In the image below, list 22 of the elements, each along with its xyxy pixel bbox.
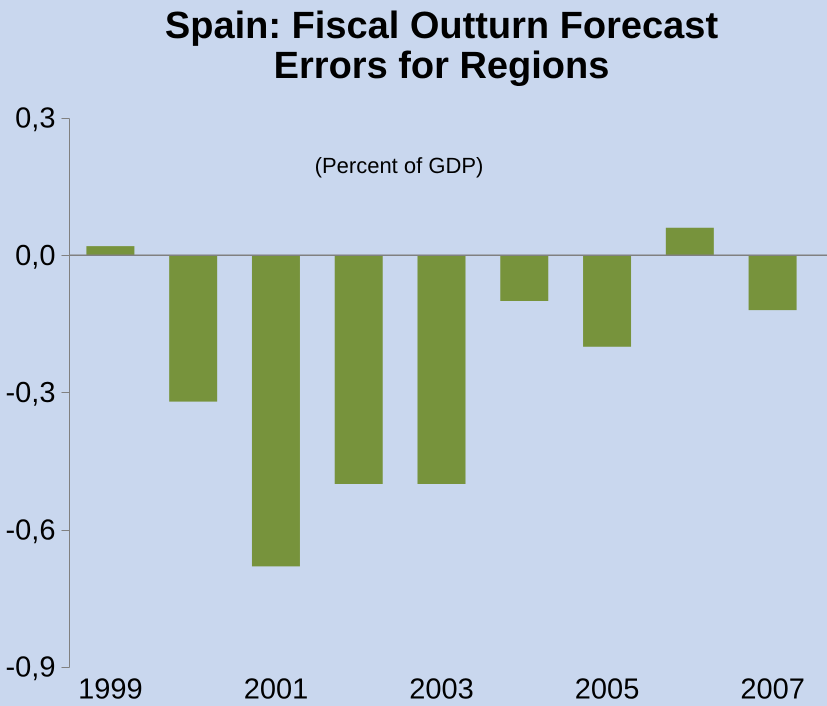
bar bbox=[748, 255, 797, 310]
x-tick-label: 2007 bbox=[740, 674, 805, 706]
text: Errors for Regions bbox=[274, 45, 610, 87]
x-tick-label: 2005 bbox=[574, 674, 640, 706]
bar bbox=[583, 255, 632, 347]
x-tick-label: 2001 bbox=[244, 674, 308, 706]
y-tick-label: 0,3 bbox=[15, 102, 56, 134]
x-tick-label: 2003 bbox=[409, 674, 474, 706]
bar bbox=[334, 255, 383, 484]
y-tick-label: -0,3 bbox=[6, 377, 56, 409]
bar bbox=[500, 255, 548, 301]
bar bbox=[169, 255, 218, 402]
y-tick-label: -0,6 bbox=[6, 514, 56, 546]
y-tick-label: -0,9 bbox=[6, 652, 56, 684]
x-tick-label: 1999 bbox=[78, 674, 143, 706]
text: Spain: Fiscal Outturn Forecast bbox=[164, 5, 718, 47]
bar bbox=[252, 255, 300, 566]
bar bbox=[418, 255, 466, 484]
bar bbox=[666, 228, 714, 256]
bar bbox=[86, 246, 134, 256]
y-tick-label: 0,0 bbox=[15, 240, 56, 272]
annotation: (Percent of GDP) bbox=[314, 153, 484, 178]
